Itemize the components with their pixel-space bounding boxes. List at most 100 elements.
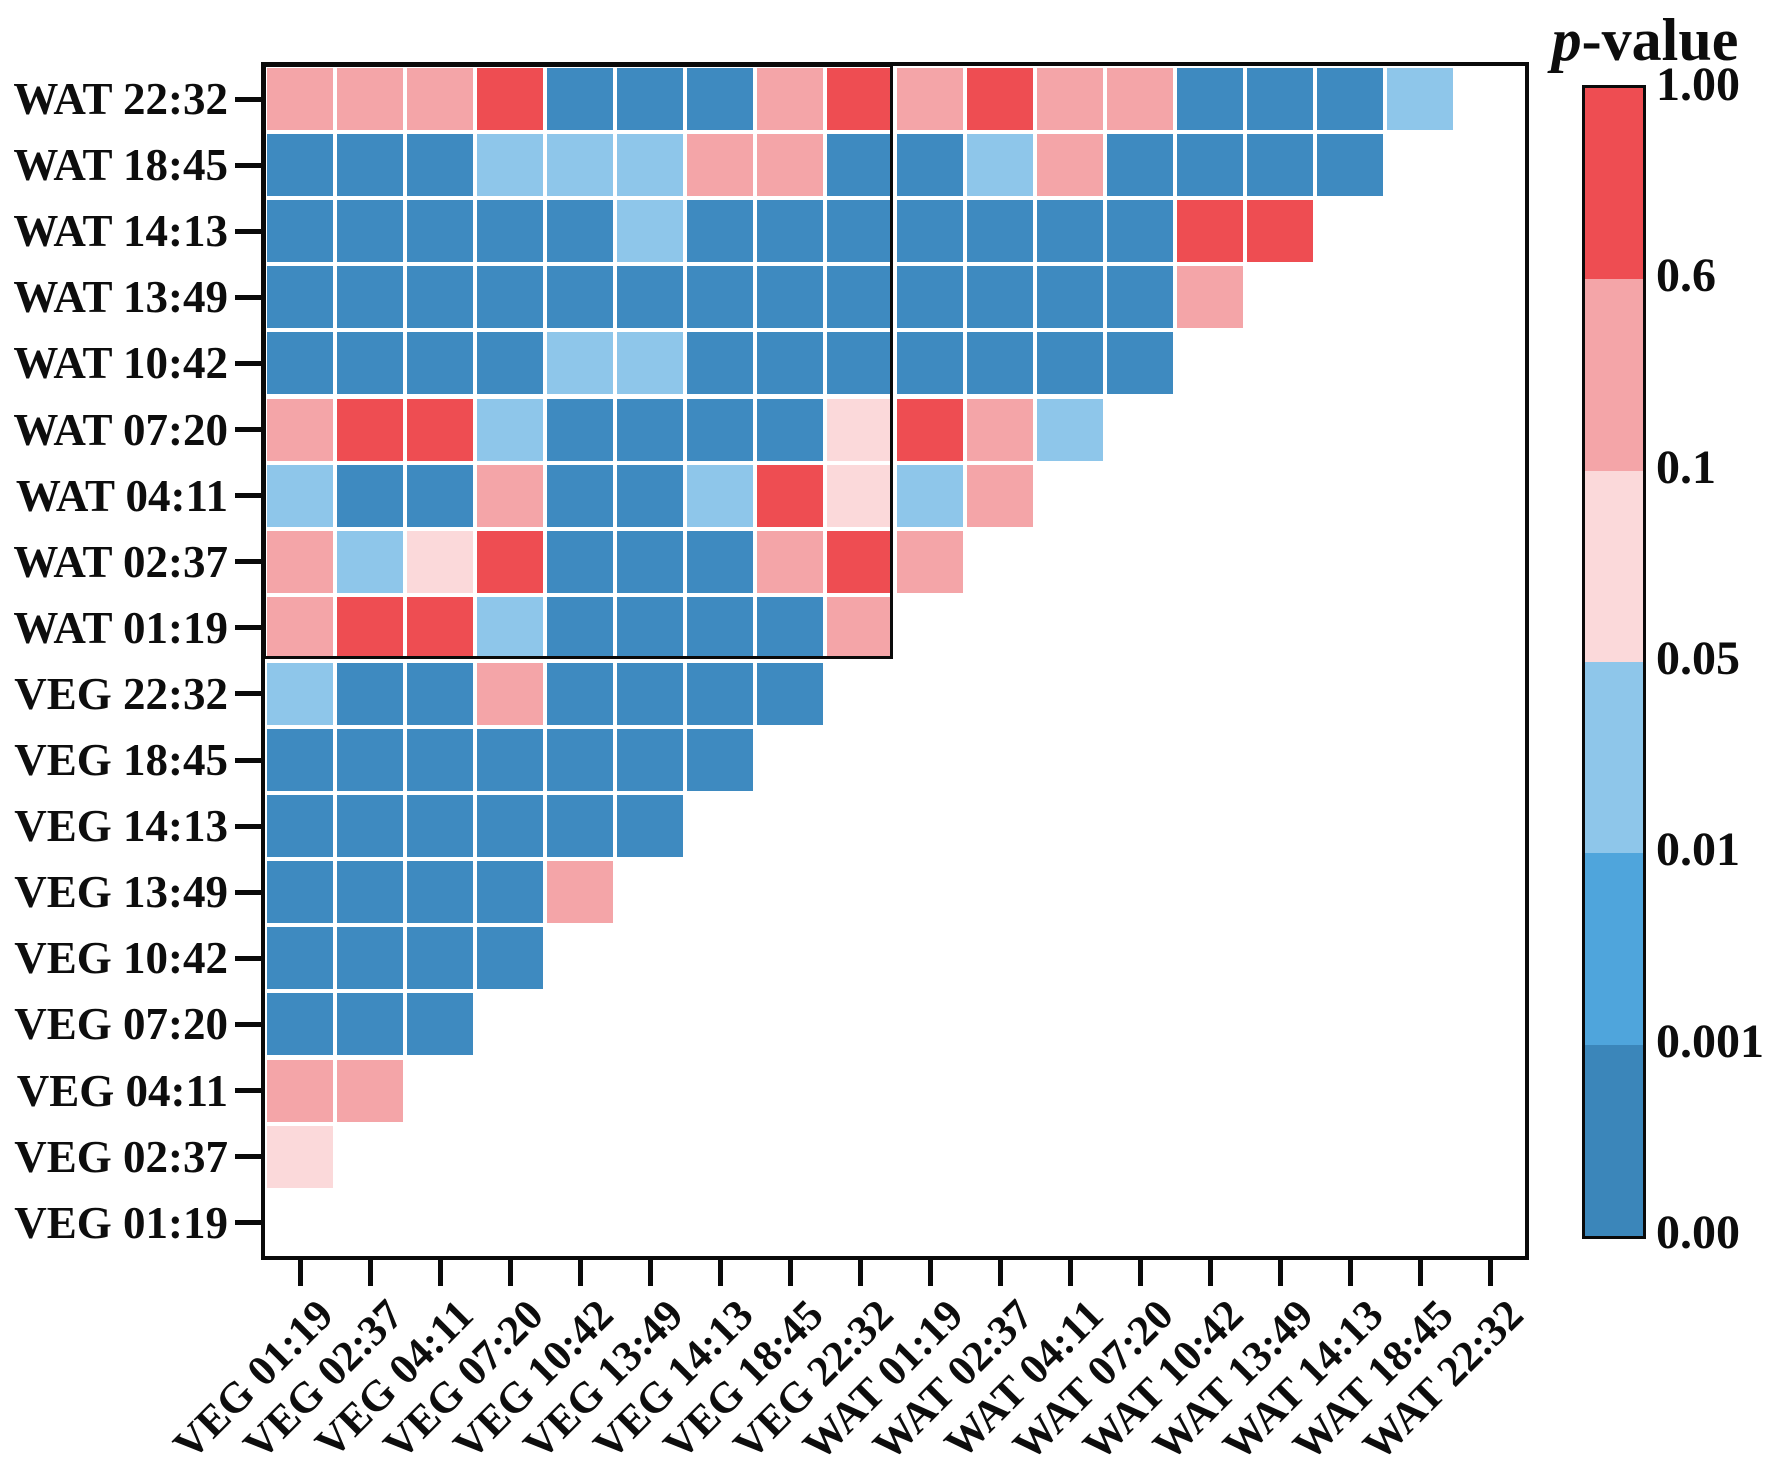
heatmap-cell	[617, 662, 683, 725]
y-axis-label: WAT 01:19	[13, 602, 228, 653]
colorbar-tick-label: 0.01	[1656, 823, 1740, 877]
heatmap-cell	[547, 729, 613, 792]
heatmap-cell	[477, 861, 543, 924]
heatmap-cell	[897, 332, 963, 395]
heatmap-cell	[337, 596, 403, 659]
heatmap-cell	[407, 530, 473, 593]
y-axis-label: VEG 01:19	[14, 1197, 228, 1248]
colorbar	[1582, 85, 1646, 1239]
heatmap-cell	[267, 398, 333, 461]
highlight-box	[263, 64, 893, 659]
heatmap-cell	[267, 1059, 333, 1122]
heatmap-cell	[337, 134, 403, 197]
heatmap-cell	[1037, 398, 1103, 461]
y-axis-tick	[235, 823, 263, 829]
heatmap-cell	[1247, 200, 1313, 263]
x-axis-tick	[717, 1259, 723, 1286]
heatmap-cell	[617, 795, 683, 858]
heatmap-cell	[617, 729, 683, 792]
y-axis-label: WAT 14:13	[13, 206, 228, 257]
heatmap-cell	[687, 464, 753, 527]
heatmap-cell	[757, 596, 823, 659]
heatmap-cell	[267, 729, 333, 792]
y-axis-tick	[235, 1021, 263, 1027]
heatmap-cell	[617, 134, 683, 197]
heatmap-cell	[337, 266, 403, 329]
heatmap-cell	[1107, 266, 1173, 329]
heatmap-cell	[617, 530, 683, 593]
heatmap-cell	[337, 1059, 403, 1122]
heatmap-cell	[547, 596, 613, 659]
heatmap-cell	[897, 464, 963, 527]
heatmap-cell	[337, 927, 403, 990]
heatmap-cell	[477, 134, 543, 197]
x-axis-tick	[367, 1259, 373, 1286]
y-axis-tick	[235, 757, 263, 763]
x-axis-tick	[997, 1259, 1003, 1286]
heatmap-cell	[547, 530, 613, 593]
heatmap-cell	[687, 68, 753, 131]
heatmap-cell	[477, 464, 543, 527]
heatmap-cell	[337, 662, 403, 725]
heatmap-cell	[547, 68, 613, 131]
y-axis-tick	[235, 162, 263, 168]
heatmap-cell	[547, 134, 613, 197]
heatmap-cell	[827, 464, 893, 527]
heatmap-cell	[407, 993, 473, 1056]
heatmap-cell	[337, 530, 403, 593]
y-axis-label: VEG 07:20	[14, 999, 228, 1050]
y-axis-tick	[235, 360, 263, 366]
y-axis-label: VEG 13:49	[14, 867, 228, 918]
colorbar-band	[1585, 853, 1643, 1045]
heatmap-cell	[1177, 134, 1243, 197]
heatmap-cell	[477, 68, 543, 131]
heatmap-cell	[967, 200, 1033, 263]
y-axis-label: VEG 10:42	[14, 933, 228, 984]
heatmap-cell	[967, 134, 1033, 197]
colorbar-band	[1585, 1044, 1643, 1236]
x-axis-tick	[1277, 1259, 1283, 1286]
heatmap-cell	[407, 200, 473, 263]
heatmap-cell	[547, 662, 613, 725]
heatmap-cell	[757, 662, 823, 725]
heatmap-cell	[967, 266, 1033, 329]
heatmap-cell	[897, 266, 963, 329]
heatmap-cell	[547, 795, 613, 858]
y-axis-label: VEG 18:45	[14, 735, 228, 786]
heatmap-cell	[757, 266, 823, 329]
heatmap-cell	[547, 332, 613, 395]
colorbar-tick-label: 0.05	[1656, 632, 1740, 685]
x-axis-tick	[1417, 1259, 1423, 1286]
heatmap-cell	[617, 596, 683, 659]
colorbar-title-value: -value	[1581, 7, 1739, 73]
x-axis-tick	[1487, 1259, 1493, 1286]
heatmap-cell	[337, 861, 403, 924]
y-axis-tick	[235, 493, 263, 499]
heatmap-cell	[687, 729, 753, 792]
colorbar-title-p: p	[1551, 7, 1582, 73]
heatmap-cell	[267, 68, 333, 131]
heatmap-cell	[897, 398, 963, 461]
heatmap-cell	[757, 332, 823, 395]
heatmap-cell	[337, 398, 403, 461]
heatmap-cell	[337, 200, 403, 263]
y-axis-label: WAT 07:20	[13, 404, 228, 455]
heatmap-cell	[267, 530, 333, 593]
heatmap-plot	[261, 62, 1529, 1260]
heatmap-cell	[267, 993, 333, 1056]
heatmap-cell	[687, 332, 753, 395]
heatmap-cell	[967, 398, 1033, 461]
heatmap-cell	[337, 68, 403, 131]
heatmap-cell	[337, 332, 403, 395]
x-axis-tick	[787, 1259, 793, 1286]
heatmap-cell	[1317, 134, 1383, 197]
heatmap-cell	[477, 927, 543, 990]
heatmap-cell	[547, 200, 613, 263]
heatmap-cell	[267, 596, 333, 659]
heatmap-cell	[617, 332, 683, 395]
heatmap-cell	[477, 596, 543, 659]
colorbar-title: p-value	[1500, 6, 1790, 75]
heatmap-cell	[1247, 134, 1313, 197]
heatmap-cell	[267, 927, 333, 990]
heatmap-cell	[407, 464, 473, 527]
